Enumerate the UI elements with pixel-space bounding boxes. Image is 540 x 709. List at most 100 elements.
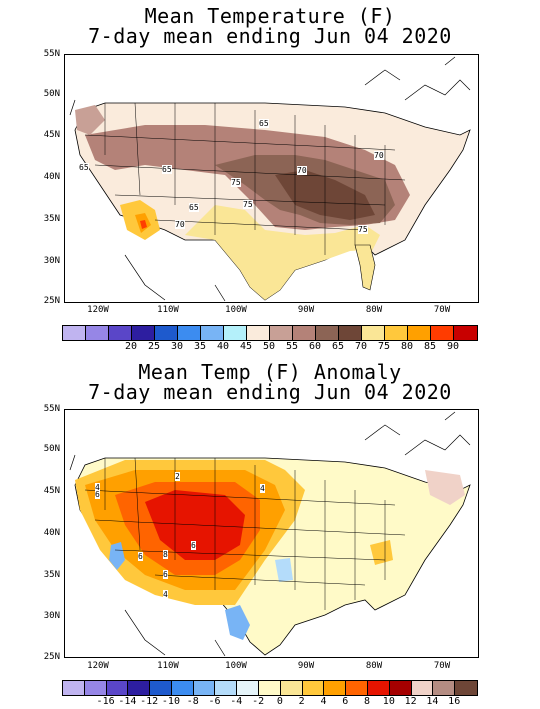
contour-label: 75	[358, 225, 368, 234]
colorbar-swatch	[339, 326, 362, 340]
contour-label: 65	[162, 165, 172, 174]
temperature-colorbar	[62, 325, 478, 341]
lon-tick: 100W	[225, 305, 247, 315]
colorbar-swatch	[84, 681, 107, 695]
contour-label: 70	[297, 166, 307, 175]
contour-label: 75	[231, 178, 241, 187]
lat-tick: 30N	[43, 611, 60, 621]
contour-label: 6	[138, 552, 143, 561]
colorbar-swatch	[316, 326, 339, 340]
colorbar-swatch	[215, 681, 238, 695]
colorbar-swatch	[259, 681, 281, 695]
colorbar-label: 6	[342, 696, 349, 707]
contour-label: 8	[163, 550, 168, 559]
anomaly-map: 4 6 6 8 6 6 4 4 2	[64, 409, 479, 658]
colorbar-swatch	[367, 681, 390, 695]
colorbar-swatch	[171, 681, 194, 695]
colorbar-label: 14	[426, 696, 439, 707]
lat-tick: 45N	[43, 130, 60, 140]
colorbar-label: 0	[276, 696, 283, 707]
lat-tick: 55N	[43, 49, 60, 59]
colorbar-swatch	[132, 326, 155, 340]
colorbar-label: 30	[170, 341, 184, 352]
lon-tick: 110W	[157, 661, 179, 671]
lat-tick: 40N	[43, 172, 60, 182]
colorbar-swatch	[433, 681, 456, 695]
colorbar-label: 35	[193, 341, 207, 352]
colorbar-swatch	[280, 681, 303, 695]
lat-tick: 40N	[43, 528, 60, 538]
colorbar-label: 60	[308, 341, 322, 352]
lon-tick: 90W	[297, 661, 315, 671]
contour-label: 65	[189, 203, 199, 212]
colorbar-swatch	[385, 326, 408, 340]
colorbar-label: 12	[404, 696, 417, 707]
colorbar-label: 65	[331, 341, 345, 352]
colorbar-swatch	[155, 326, 178, 340]
lon-tick: 120W	[87, 305, 109, 315]
colorbar-label: 25	[147, 341, 161, 352]
colorbar-swatch	[224, 326, 247, 340]
contour-label: 65	[79, 163, 89, 172]
contour-label: 4	[260, 484, 265, 493]
colorbar-swatch	[362, 326, 385, 340]
colorbar-swatch	[237, 681, 260, 695]
colorbar-label: 8	[364, 696, 371, 707]
contour-label: 6	[191, 541, 196, 550]
anomaly-title-line2: 7-day mean ending Jun 04 2020	[88, 380, 452, 404]
colorbar-label: 16	[448, 696, 461, 707]
colorbar-label: -8	[186, 696, 199, 707]
colorbar-label: -2	[252, 696, 265, 707]
temperature-map: 65 65 65 70 70 75 75 65 70 75	[64, 54, 479, 303]
lat-tick: 45N	[43, 486, 60, 496]
colorbar-label: -16	[96, 696, 115, 707]
temperature-map-canvas	[69, 56, 471, 302]
colorbar-label: 2	[298, 696, 305, 707]
colorbar-label: 4	[320, 696, 327, 707]
colorbar-label: 75	[377, 341, 391, 352]
colorbar-swatch	[431, 326, 454, 340]
contour-label: 6	[163, 570, 168, 579]
contour-label: 4	[95, 483, 100, 492]
colorbar-label: 55	[285, 341, 299, 352]
colorbar-swatch	[408, 326, 431, 340]
lat-tick: 25N	[43, 296, 60, 306]
colorbar-swatch	[324, 681, 347, 695]
colorbar-swatch	[128, 681, 151, 695]
lat-tick: 30N	[43, 256, 60, 266]
colorbar-label: -14	[118, 696, 137, 707]
lat-tick: 50N	[43, 89, 60, 99]
colorbar-label: 80	[400, 341, 414, 352]
map-title-line2: 7-day mean ending Jun 04 2020	[88, 24, 452, 48]
colorbar-label: 45	[239, 341, 253, 352]
colorbar-swatch	[302, 681, 325, 695]
contour-label: 75	[243, 200, 253, 209]
colorbar-swatch	[411, 681, 434, 695]
colorbar-swatch	[455, 681, 477, 695]
colorbar-swatch	[106, 681, 129, 695]
colorbar-swatch	[63, 326, 86, 340]
lon-tick: 70W	[433, 305, 451, 315]
colorbar-swatch	[150, 681, 172, 695]
colorbar-swatch	[178, 326, 201, 340]
colorbar-swatch	[454, 326, 477, 340]
colorbar-label: -6	[208, 696, 221, 707]
contour-label: 70	[374, 151, 384, 160]
lat-tick: 50N	[43, 444, 60, 454]
lon-tick: 80W	[365, 305, 383, 315]
colorbar-label: 40	[216, 341, 230, 352]
contour-label: 4	[163, 590, 168, 599]
colorbar-label: 10	[382, 696, 395, 707]
colorbar-label: -10	[161, 696, 180, 707]
lat-tick: 35N	[43, 214, 60, 224]
colorbar-label: 70	[354, 341, 368, 352]
lon-tick: 90W	[297, 305, 315, 315]
contour-label: 6	[95, 490, 100, 499]
contour-label: 70	[175, 220, 185, 229]
lon-tick: 120W	[87, 661, 109, 671]
contour-label: 65	[259, 119, 269, 128]
colorbar-swatch	[63, 681, 85, 695]
lon-tick: 100W	[225, 661, 247, 671]
colorbar-label: 85	[423, 341, 437, 352]
colorbar-swatch	[293, 326, 316, 340]
